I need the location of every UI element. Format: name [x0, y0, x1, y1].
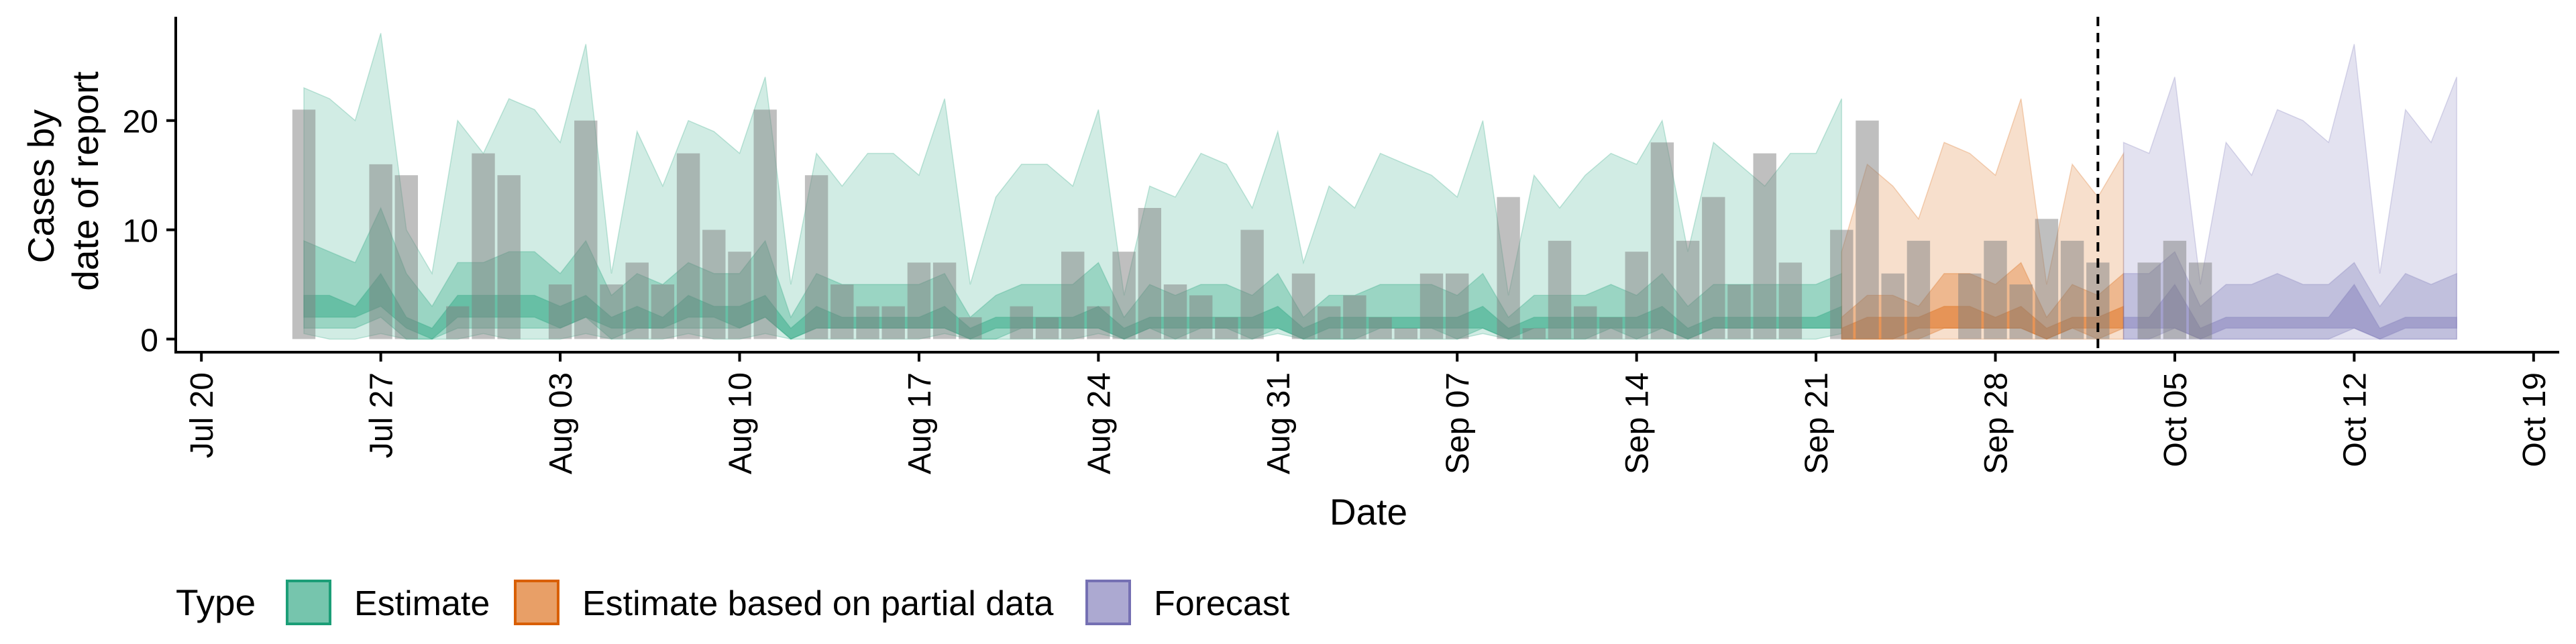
legend: Type Estimate Estimate based on partial d…	[176, 580, 1290, 625]
axes: 0 10 20 Jul 20 Jul 27 Aug 03 Aug 10 Aug 17 Aug 2…	[123, 17, 2559, 474]
y-axis-title-line-1: Cases by	[20, 109, 62, 264]
y-tick-label: 10	[123, 214, 158, 250]
legend-label-forecast: Forecast	[1154, 584, 1290, 623]
case-bar	[1291, 273, 1316, 339]
y-tick-label: 20	[123, 105, 158, 140]
case-bar	[625, 262, 649, 339]
case-bar	[1727, 284, 1751, 339]
case-bar	[1778, 262, 1803, 339]
case-bar	[2188, 262, 2212, 339]
x-axis-title: Date	[1330, 491, 1407, 533]
case-bar	[1343, 295, 1366, 339]
case-bar	[446, 306, 470, 339]
y-axis-title: Cases by date of report	[20, 71, 106, 290]
case-bar	[2060, 240, 2084, 339]
case-bar	[1856, 120, 1879, 339]
x-tick-label: Sep 07	[1440, 372, 1476, 474]
case-bar	[2035, 219, 2059, 339]
y-tick-label: 0	[140, 323, 158, 358]
case-bar	[753, 109, 777, 339]
case-bar	[1548, 240, 1572, 339]
case-bar	[472, 153, 495, 339]
case-bar	[1394, 328, 1417, 339]
case-bar	[856, 306, 879, 339]
case-bar	[1240, 229, 1264, 339]
x-tick-label: Jul 20	[184, 372, 220, 458]
legend-title: Type	[176, 582, 256, 623]
case-bar	[1189, 295, 1213, 339]
case-bar	[574, 120, 598, 339]
case-bar	[2137, 262, 2161, 339]
case-bar	[1035, 317, 1059, 339]
case-bar	[548, 284, 572, 339]
case-bar	[1010, 306, 1033, 339]
case-bar	[804, 175, 828, 339]
x-tick-label: Jul 27	[364, 372, 400, 458]
x-tick-label: Aug 24	[1081, 372, 1117, 474]
case-bar	[1574, 306, 1597, 339]
case-bar	[1163, 284, 1187, 339]
plot-area	[292, 17, 2457, 352]
x-tick-label: Aug 17	[902, 372, 938, 474]
case-bar	[1881, 273, 1904, 339]
case-bar	[292, 109, 316, 339]
case-bar	[1984, 240, 2007, 339]
case-bar	[702, 229, 726, 339]
case-bar	[1446, 273, 1469, 339]
y-axis-title-line-2: date of report	[64, 71, 106, 290]
case-bar	[1753, 153, 1776, 339]
case-bar	[1958, 273, 1982, 339]
case-bar	[1830, 229, 1854, 339]
case-bar	[1112, 252, 1136, 339]
case-bar	[1497, 197, 1520, 339]
case-bar	[1625, 252, 1648, 339]
case-bar	[881, 306, 905, 339]
case-bar	[1061, 252, 1085, 339]
case-bar	[369, 164, 392, 339]
case-bar	[1522, 328, 1546, 339]
case-bar	[676, 153, 700, 339]
case-bar	[830, 284, 854, 339]
case-bar	[2163, 240, 2187, 339]
legend-key-estimate	[286, 580, 331, 625]
case-bar	[600, 284, 623, 339]
case-bar	[1087, 306, 1110, 339]
x-tick-label: Sep 21	[1799, 372, 1835, 474]
case-bar	[1138, 208, 1161, 339]
legend-key-estimate-based-on-partial-data	[514, 580, 559, 625]
case-bar	[497, 175, 521, 339]
legend-label-estimate: Estimate	[354, 584, 490, 623]
case-bar	[1368, 317, 1392, 339]
x-tick-label: Oct 19	[2517, 372, 2553, 467]
case-bar	[651, 284, 675, 339]
case-bar	[1419, 273, 1444, 339]
x-tick-label: Aug 31	[1261, 372, 1297, 474]
case-bar	[2009, 284, 2033, 339]
x-tick-label: Oct 12	[2337, 372, 2373, 467]
x-tick-label: Oct 05	[2158, 372, 2194, 467]
legend-label-estimate-based-on-partial-data: Estimate based on partial data	[582, 584, 1054, 623]
case-bar	[1702, 197, 1725, 339]
x-tick-label: Aug 10	[723, 372, 759, 474]
legend-key-forecast	[1085, 580, 1131, 625]
case-bar	[907, 262, 931, 339]
case-bar	[1599, 317, 1623, 339]
x-tick-label: Sep 28	[1979, 372, 2015, 474]
case-bar	[1907, 240, 1931, 339]
case-bar	[1215, 317, 1238, 339]
x-tick-label: Aug 03	[543, 372, 579, 474]
case-bar	[728, 252, 751, 339]
case-bar	[1650, 142, 1674, 339]
case-bar	[394, 175, 418, 339]
case-bar	[1676, 240, 1700, 339]
x-tick-label: Sep 14	[1620, 372, 1656, 474]
case-bar	[959, 317, 982, 339]
case-bar	[1318, 306, 1341, 339]
case-bar	[932, 262, 957, 339]
